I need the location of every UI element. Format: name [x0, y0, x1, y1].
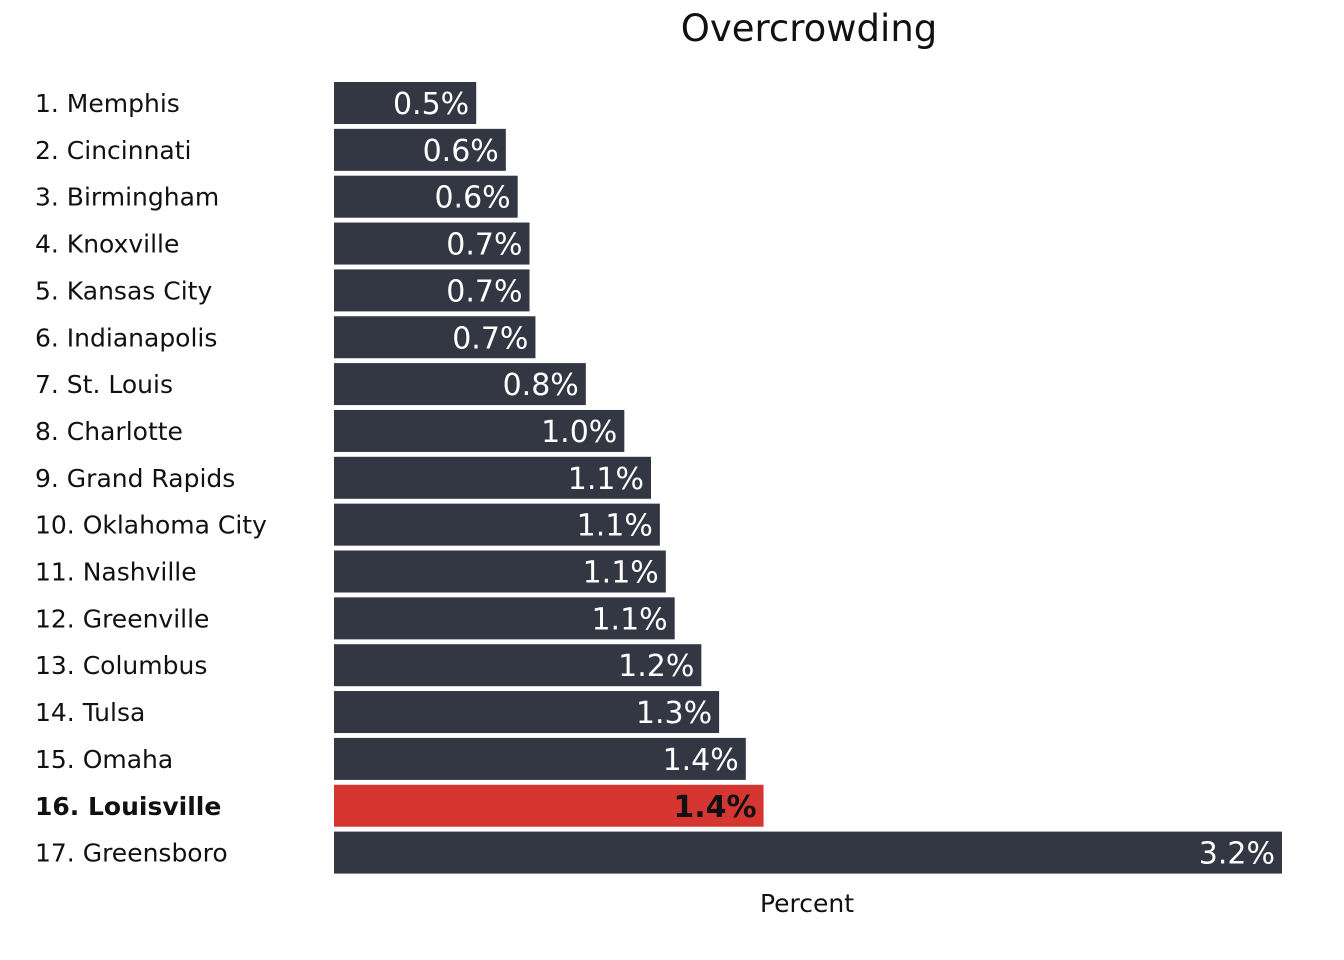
- data-label: 1.1%: [577, 509, 653, 544]
- category-label: 1. Memphis: [35, 89, 180, 118]
- category-label: 9. Grand Rapids: [35, 464, 235, 493]
- data-label: 1.1%: [591, 602, 667, 637]
- bar: [334, 175, 518, 218]
- data-label: 1.4%: [663, 743, 739, 778]
- bar: [334, 269, 530, 312]
- category-label: 14. Tulsa: [35, 698, 145, 727]
- category-label: 6. Indianapolis: [35, 323, 217, 352]
- category-label: 4. Knoxville: [35, 230, 179, 259]
- category-label: 17. Greensboro: [35, 839, 228, 868]
- data-label: 3.2%: [1199, 837, 1275, 872]
- data-label: 1.0%: [541, 415, 617, 450]
- bar: [334, 128, 506, 171]
- bar: [334, 503, 660, 546]
- bar: [334, 691, 720, 734]
- data-label: 1.3%: [636, 696, 712, 731]
- bar: [334, 831, 1282, 874]
- bar: [334, 222, 530, 265]
- category-label: 10. Oklahoma City: [35, 511, 267, 540]
- bar: [334, 456, 651, 499]
- data-label: 0.8%: [503, 368, 579, 403]
- data-label: 0.6%: [434, 181, 510, 216]
- data-label: 1.1%: [568, 462, 644, 497]
- category-label: 15. Omaha: [35, 745, 173, 774]
- category-label: 11. Nashville: [35, 558, 197, 587]
- bar: [334, 409, 625, 452]
- data-label: 0.6%: [423, 134, 499, 169]
- category-label: 3. Birmingham: [35, 183, 219, 212]
- bar: [334, 597, 675, 640]
- data-label: 0.7%: [452, 321, 528, 356]
- bar: [334, 363, 586, 406]
- data-label: 1.4%: [673, 790, 756, 825]
- data-label: 1.2%: [618, 649, 694, 684]
- bar: [334, 550, 666, 593]
- category-label: 8. Charlotte: [35, 417, 183, 446]
- category-label: 13. Columbus: [35, 651, 207, 680]
- data-label: 0.5%: [393, 87, 469, 122]
- category-label: 7. St. Louis: [35, 370, 173, 399]
- category-label: 12. Greenville: [35, 604, 209, 633]
- bar: [334, 316, 536, 359]
- bar: [334, 784, 764, 827]
- x-axis-label: Percent: [760, 889, 854, 918]
- data-label: 1.1%: [583, 556, 659, 591]
- data-label: 0.7%: [446, 274, 522, 309]
- data-label: 0.7%: [446, 228, 522, 263]
- category-label: 16. Louisville: [35, 792, 221, 821]
- bar: [334, 644, 702, 687]
- chart-title: Overcrowding: [681, 7, 938, 50]
- bar: [334, 737, 746, 780]
- bar: [334, 82, 477, 124]
- category-label: 5. Kansas City: [35, 276, 212, 305]
- category-label: 2. Cincinnati: [35, 136, 192, 165]
- bar-group: 1. Memphis 0.5% 2. Cincinnati 0.6% 3. Birmin…: [35, 82, 1282, 874]
